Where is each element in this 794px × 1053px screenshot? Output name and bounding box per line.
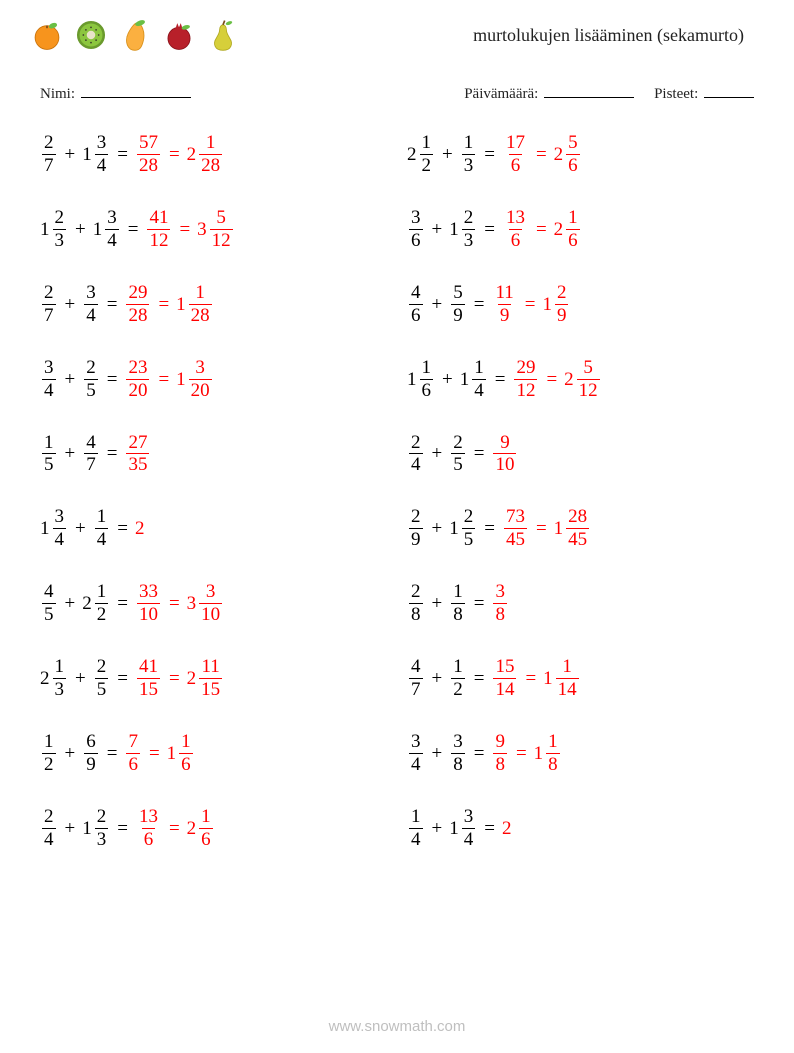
fruit-icons <box>30 18 240 52</box>
problem-row: 36+123=136=216 <box>407 208 754 251</box>
name-field: Nimi: <box>40 82 464 103</box>
problems-grid: 27+134=5728=2128 212+13=176=256 123+134=41… <box>0 115 794 850</box>
problem-row: 213+25=4115=21115 <box>40 657 387 700</box>
header: murtolukujen lisääminen (sekamurto) <box>0 0 794 62</box>
problem-row: 116+114=2912=2512 <box>407 358 754 401</box>
meta-row: Nimi: Päivämäärä: Pisteet: <box>0 62 794 115</box>
problem-row: 15+47=2735 <box>40 433 387 476</box>
problem-row: 212+13=176=256 <box>407 133 754 176</box>
problem-row: 29+125=7345=12845 <box>407 507 754 550</box>
problem-row: 34+25=2320=1320 <box>40 358 387 401</box>
problem-row: 134+14=2 <box>40 507 387 550</box>
problem-row: 123+134=4112=3512 <box>40 208 387 251</box>
date-label: Päivämäärä: <box>464 86 538 102</box>
orange-icon <box>30 18 64 52</box>
pear-icon <box>206 18 240 52</box>
problem-row: 34+38=98=118 <box>407 732 754 775</box>
name-blank <box>81 82 191 98</box>
problem-row: 24+25=910 <box>407 433 754 476</box>
problem-row: 27+134=5728=2128 <box>40 133 387 176</box>
kiwi-icon <box>74 18 108 52</box>
problem-row: 28+18=38 <box>407 582 754 625</box>
problem-row: 45+212=3310=3310 <box>40 582 387 625</box>
problem-row: 24+123=136=216 <box>40 807 387 850</box>
pomegranate-icon <box>162 18 196 52</box>
date-field: Päivämäärä: <box>464 82 634 103</box>
score-blank <box>704 82 754 98</box>
problem-row: 14+134=2 <box>407 807 754 850</box>
watermark: www.snowmath.com <box>0 1018 794 1035</box>
problem-row: 46+59=119=129 <box>407 283 754 326</box>
mango-icon <box>118 18 152 52</box>
problem-row: 47+12=1514=1114 <box>407 657 754 700</box>
problem-row: 12+69=76=116 <box>40 732 387 775</box>
problem-row: 27+34=2928=1128 <box>40 283 387 326</box>
date-blank <box>544 82 634 98</box>
name-label: Nimi: <box>40 86 75 102</box>
page-title: murtolukujen lisääminen (sekamurto) <box>473 25 764 46</box>
score-label: Pisteet: <box>654 86 698 102</box>
score-field: Pisteet: <box>654 82 754 103</box>
